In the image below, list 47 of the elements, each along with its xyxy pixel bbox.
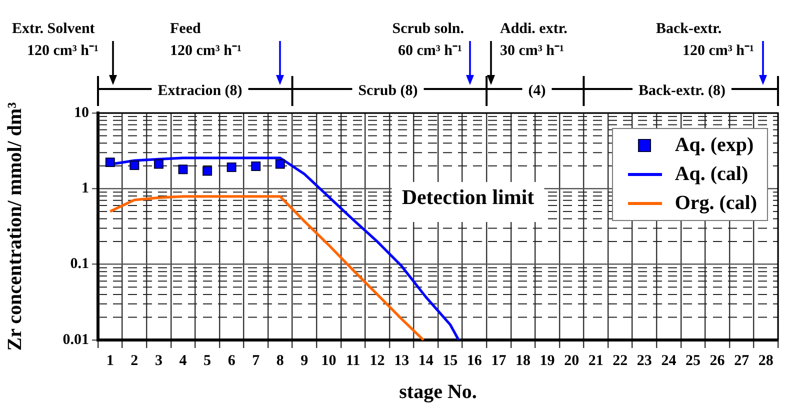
x-tick-label: 8	[276, 352, 284, 369]
x-tick-label: 1	[106, 352, 114, 369]
text: (4)	[528, 83, 546, 99]
x-tick-label: 11	[346, 352, 360, 369]
x-tick-label: 6	[228, 352, 236, 369]
x-tick-label: 19	[540, 352, 555, 369]
x-tick-label: 25	[686, 352, 700, 369]
x-tick-label: 24	[661, 352, 677, 369]
legend-label: Org. (cal)	[674, 192, 757, 215]
x-tick-label: 14	[418, 352, 434, 369]
x-axis-title: stage No.	[399, 381, 477, 404]
x-tick-label: 13	[394, 352, 410, 369]
x-tick-label: 27	[734, 352, 750, 369]
text: Scrub soln. 60 cm³ h⁻¹	[392, 21, 464, 59]
x-tick-label: 3	[154, 352, 162, 369]
text: Back-extr. (8)	[638, 83, 726, 99]
x-tick-label: 12	[370, 352, 385, 369]
x-tick-label: 17	[491, 352, 507, 369]
x-tick-label: 20	[564, 352, 580, 369]
x-tick-label: 21	[588, 352, 604, 369]
text: Extr. Solvent 120 cm³ h⁻¹	[12, 21, 98, 59]
x-tick-label: 23	[636, 352, 652, 369]
annotation: Detection limit	[402, 185, 534, 209]
x-tick-label: 10	[321, 352, 336, 369]
x-tick-label: 5	[204, 352, 212, 369]
x-tick-label: 9	[300, 352, 308, 369]
x-tick-label: 28	[758, 352, 774, 369]
y-tick-label: 10	[74, 104, 89, 121]
legend-label: Aq. (cal)	[674, 163, 748, 186]
text: Addi. extr. 30 cm³ h⁻¹	[500, 21, 568, 59]
x-tick-label: 26	[710, 352, 726, 369]
x-tick-label: 4	[179, 352, 188, 369]
x-tick-label: 18	[516, 352, 530, 369]
y-tick-label: 1	[82, 180, 89, 197]
x-tick-label: 7	[252, 352, 260, 369]
x-tick-label: 15	[442, 352, 458, 369]
x-tick-label: 2	[130, 352, 138, 369]
y-axis-title: Zr concentration/ mmol/ dm³	[4, 102, 26, 351]
text: Extracion (8)	[158, 83, 242, 99]
text: Scrub (8)	[358, 83, 418, 99]
legend-label: Aq. (exp)	[674, 134, 754, 157]
y-tick-label: 0.1	[70, 256, 89, 272]
x-tick-label: 16	[466, 352, 482, 369]
text: Feed 120 cm³ h⁻¹	[170, 21, 242, 59]
x-tick-label: 22	[612, 352, 628, 369]
text: Back-extr. 120 cm³ h⁻¹	[656, 21, 754, 59]
y-tick-label: 0.01	[62, 332, 89, 348]
